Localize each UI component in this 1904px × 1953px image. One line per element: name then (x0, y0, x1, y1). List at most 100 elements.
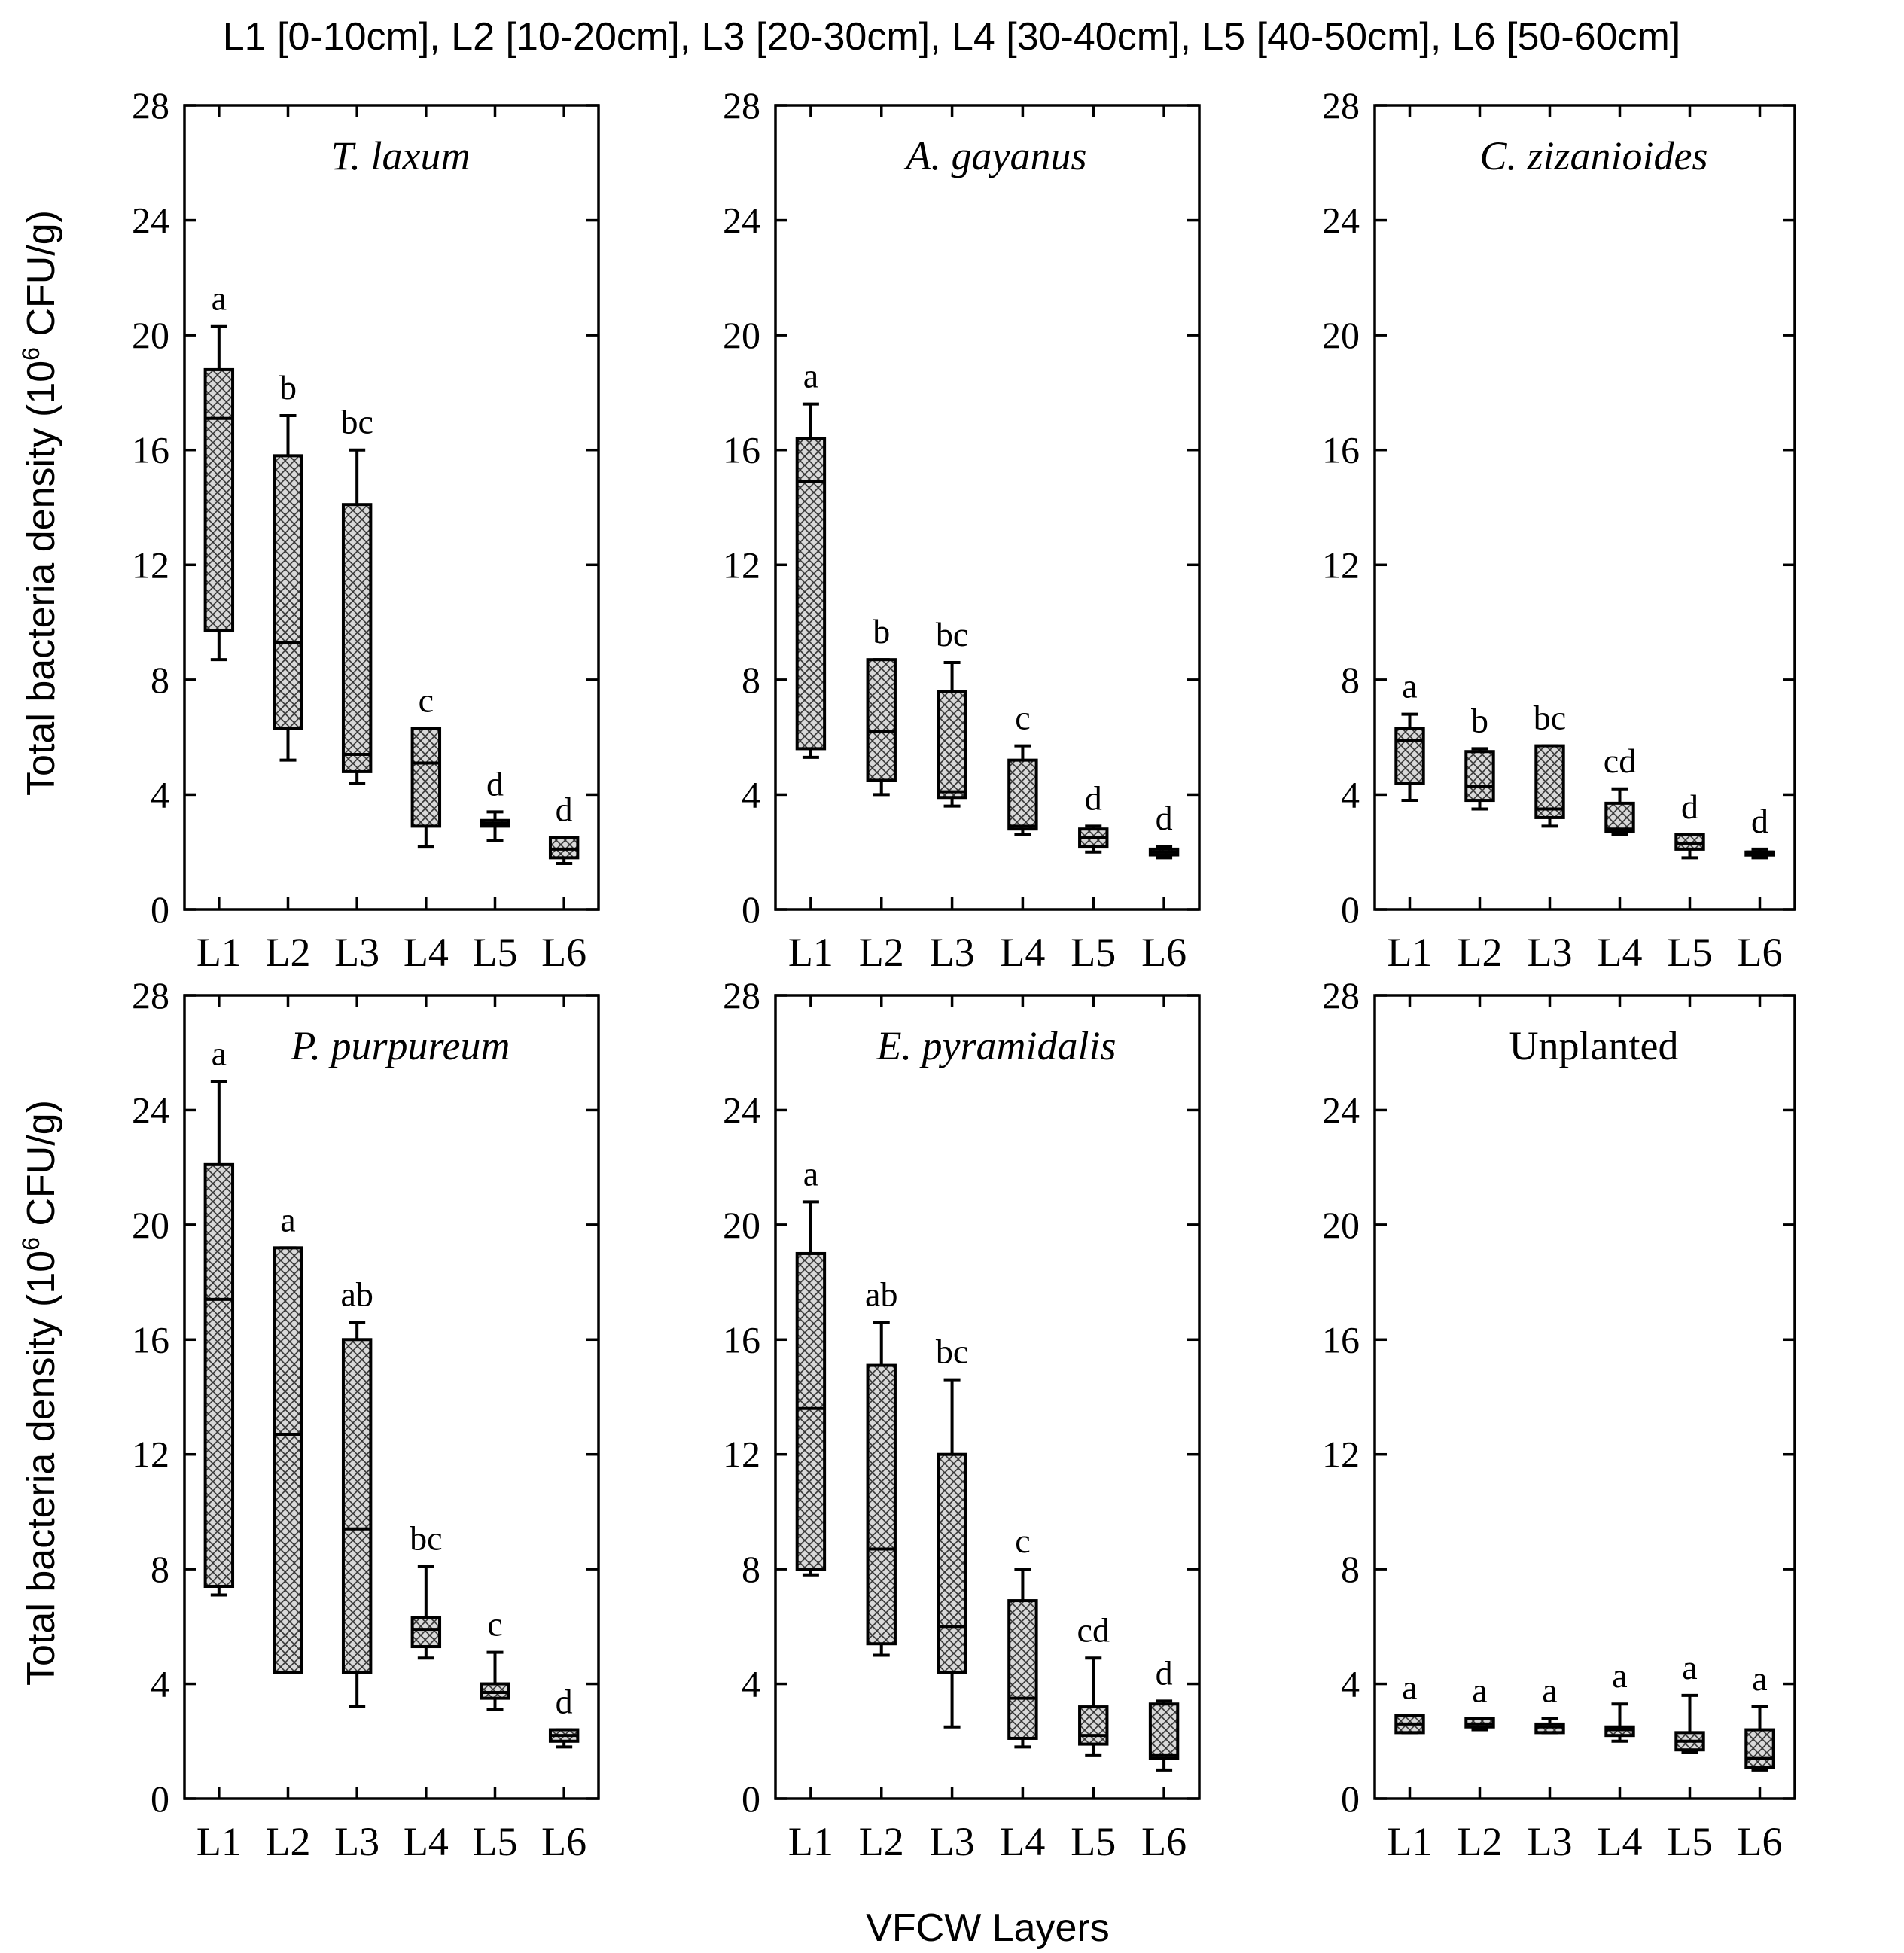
plot-frame (1373, 104, 1796, 911)
y-tick-label: 20 (132, 314, 169, 356)
significance-label: a (803, 357, 818, 395)
box-plot-L5: c (480, 1605, 510, 1711)
y-tick-label: 4 (151, 1663, 169, 1705)
y-tick-label: 12 (1322, 544, 1360, 586)
y-tick-label: 16 (1322, 1318, 1360, 1360)
significance-label: bc (410, 1519, 442, 1557)
box-plot-L5: d (480, 764, 510, 842)
significance-label: ab (865, 1275, 897, 1313)
box-plot-L6: d (1148, 1653, 1180, 1772)
plot-frame (183, 104, 600, 911)
x-tick-label: L3 (930, 1819, 975, 1864)
y-axis-label-top: Total bacteria density (106 CFU/g) (17, 210, 63, 796)
x-tick-label: L1 (1388, 930, 1433, 975)
panel-5: 0 4 8 12 16 20 24 28 L1 L2 L3 L4 L5 L6 E. pyramidalis a… (723, 974, 1201, 1864)
iqr-box (1534, 744, 1565, 819)
box-plot-L4: a (1604, 1656, 1635, 1743)
iqr-box (273, 1246, 303, 1674)
x-tick-label: L3 (334, 1819, 379, 1864)
box-plot-L3: bc (1534, 699, 1566, 828)
y-tick-label: 28 (1322, 974, 1360, 1016)
y-tick-label: 0 (151, 888, 169, 931)
x-tick-label: L2 (859, 1819, 904, 1864)
iqr-box (1744, 1728, 1775, 1769)
box-plot-L3: bc (936, 1333, 968, 1729)
x-tick-label: L3 (334, 930, 379, 975)
significance-label: ab (340, 1275, 373, 1313)
x-tick-label: L5 (1668, 930, 1713, 975)
iqr-box (866, 658, 897, 782)
y-tick-label: 24 (1322, 1089, 1360, 1131)
iqr-box (1464, 750, 1495, 803)
box-plot-L5: cd (1077, 1610, 1110, 1757)
box-plot-L2: a (1464, 1671, 1495, 1732)
box-plot-L2: b (273, 368, 303, 762)
y-tick-label: 24 (132, 200, 169, 242)
significance-label: cd (1077, 1610, 1110, 1649)
y-tick-label: 16 (723, 429, 760, 471)
iqr-box (341, 503, 373, 773)
significance-label: a (1402, 1668, 1417, 1706)
significance-label: a (803, 1154, 818, 1193)
y-tick-label: 20 (723, 1204, 760, 1246)
significance-label: a (1752, 1659, 1767, 1698)
layer-legend: L1 [0-10cm], L2 [10-20cm], L3 [20-30cm],… (223, 15, 1681, 59)
x-tick-label: L2 (1458, 1819, 1503, 1864)
y-tick-label: 24 (723, 1089, 760, 1131)
y-tick-label: 28 (132, 974, 169, 1016)
significance-label: d (556, 1683, 573, 1721)
iqr-box (795, 1251, 827, 1571)
box-plot-L6: d (548, 791, 580, 865)
x-tick-label: L4 (1598, 1819, 1643, 1864)
y-tick-label: 0 (742, 1778, 760, 1820)
panel-title: E. pyramidalis (876, 1023, 1117, 1068)
x-tick-label: L5 (1668, 1819, 1713, 1864)
iqr-box (1007, 1599, 1038, 1740)
box-plot-L2: b (1464, 701, 1495, 811)
panel-title: P. purpureum (290, 1023, 510, 1068)
x-tick-label: L2 (1458, 930, 1503, 975)
box-plot-L1: a (795, 357, 827, 759)
y-tick-label: 16 (132, 1318, 169, 1360)
box-plot-L1: a (1394, 667, 1425, 803)
y-tick-label: 28 (723, 84, 760, 126)
x-tick-label: L1 (788, 1819, 833, 1864)
y-tick-label: 4 (1341, 1663, 1360, 1705)
y-tick-label: 8 (1341, 1548, 1360, 1590)
x-tick-label: L4 (1000, 930, 1045, 975)
plot-frame (774, 994, 1201, 1800)
y-tick-label: 8 (151, 1548, 169, 1590)
x-tick-label: L6 (541, 930, 586, 975)
significance-label: d (1156, 1653, 1173, 1692)
panel-3: 0 4 8 12 16 20 24 28 L1 L2 L3 L4 L5 L6 C. zizanioides a… (1322, 84, 1796, 975)
significance-label: b (1471, 701, 1488, 739)
box-plot-L3: ab (340, 1275, 373, 1709)
significance-label: b (279, 368, 297, 407)
box-plot-L2: b (866, 612, 897, 797)
y-tick-label: 0 (1341, 888, 1360, 931)
significance-label: c (419, 681, 434, 720)
iqr-box (410, 727, 442, 828)
y-tick-label: 24 (1322, 200, 1360, 242)
box-plot-L3: bc (340, 403, 373, 785)
x-tick-label: L3 (1528, 930, 1573, 975)
box-plot-L4: cd (1604, 742, 1636, 836)
x-tick-label: L3 (930, 930, 975, 975)
box-plot-L5: a (1674, 1648, 1705, 1755)
panel-6: 0 4 8 12 16 20 24 28 L1 L2 L3 L4 L5 L6 Unplanted a a a a a a (1322, 974, 1796, 1864)
significance-label: d (1156, 799, 1173, 837)
significance-label: a (1402, 667, 1417, 705)
x-tick-label: L6 (1141, 1819, 1187, 1864)
y-tick-label: 20 (1322, 1204, 1360, 1246)
significance-label: a (212, 1034, 227, 1072)
iqr-box (795, 437, 827, 751)
y-tick-label: 4 (151, 773, 169, 815)
significance-label: a (1612, 1656, 1627, 1695)
significance-label: d (1085, 778, 1102, 817)
x-tick-label: L4 (1598, 930, 1643, 975)
x-tick-label: L2 (266, 1819, 311, 1864)
significance-label: c (1015, 1522, 1030, 1560)
panel-title: T. laxum (331, 133, 471, 178)
y-tick-label: 8 (742, 659, 760, 701)
significance-label: d (486, 764, 504, 803)
